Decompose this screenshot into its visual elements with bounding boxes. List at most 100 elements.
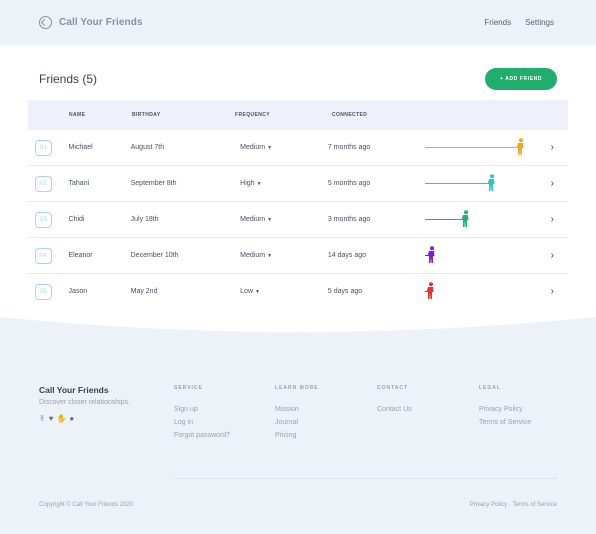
footer-heading: LEARN MORE xyxy=(275,385,319,391)
last-connected: 7 months ago xyxy=(327,144,371,151)
runner-icon xyxy=(461,209,469,227)
timeline-line xyxy=(425,182,491,184)
connection-timeline xyxy=(425,238,550,274)
friend-birthday: May 2nd xyxy=(130,288,158,295)
table-header: NAME BIRTHDAY FREQUENCY CONNECTED xyxy=(28,100,568,130)
footer-heading: CONTACT xyxy=(377,385,409,391)
frequency-dropdown[interactable]: Medium ▼ xyxy=(232,252,328,259)
friend-name: Eleanor xyxy=(68,252,93,259)
footer-link-journal[interactable]: Journal xyxy=(275,419,298,426)
panel-header: Friends (5) + ADD FRIEND xyxy=(39,67,557,91)
caret-down-icon: ▼ xyxy=(256,181,262,187)
copyright: Copyright © Call Your Friends 2020 xyxy=(39,502,134,508)
table-row[interactable]: 04 Eleanor December 10th Medium ▼ 14 days… xyxy=(28,238,568,274)
footer-link-pricing[interactable]: Pricing xyxy=(275,432,297,439)
runner-icon xyxy=(516,137,524,155)
table-row[interactable]: 01 Michael August 7th Medium ▼ 7 months a… xyxy=(28,130,568,166)
frequency-value: High xyxy=(240,180,255,187)
caret-down-icon: ▼ xyxy=(267,145,273,151)
row-index-badge: 05 xyxy=(35,283,52,300)
column-header-connected: CONNECTED xyxy=(332,112,368,118)
frequency-dropdown[interactable]: Low ▼ xyxy=(232,288,328,295)
footer-col-legal: LEGAL Privacy Policy Terms of Service xyxy=(479,385,531,432)
timeline-line xyxy=(425,254,431,256)
connection-timeline xyxy=(425,130,550,166)
row-index-badge: 03 xyxy=(35,211,52,228)
friend-birthday: July 18th xyxy=(130,216,159,223)
chevron-right-icon[interactable]: › xyxy=(550,286,555,297)
handshake-icon: ✋ xyxy=(56,414,67,423)
timeline-line xyxy=(425,146,520,148)
friends-panel: Friends (5) + ADD FRIEND NAME BIRTHDAY F… xyxy=(0,45,596,317)
frequency-value: Medium xyxy=(240,252,266,259)
column-header-frequency: FREQUENCY xyxy=(235,112,270,118)
main-nav: Friends Settings xyxy=(484,18,554,27)
footer-col-contact: CONTACT Contact Us xyxy=(377,385,412,419)
footer-col-service: SERVICE Sign up Log in Forgot password? xyxy=(174,385,230,445)
top-header: Call Your Friends Friends Settings xyxy=(0,0,596,45)
connection-timeline xyxy=(425,202,550,238)
hug-icon: ● xyxy=(69,414,75,423)
table-body: 01 Michael August 7th Medium ▼ 7 months a… xyxy=(28,130,568,310)
footer-link-privacy-policy[interactable]: Privacy Policy xyxy=(479,406,523,413)
frequency-value: Low xyxy=(240,288,253,295)
footer-legal-links[interactable]: Privacy Policy · Terms of Service xyxy=(469,502,557,508)
frequency-dropdown[interactable]: Medium ▼ xyxy=(232,216,328,223)
column-header-name: NAME xyxy=(69,112,86,118)
heart-icon: ♥ xyxy=(48,414,54,423)
table-row[interactable]: 02 Tahani September 8th High ▼ 5 months a… xyxy=(28,166,568,202)
friend-birthday: December 10th xyxy=(130,252,179,259)
friend-name: Jason xyxy=(68,288,88,295)
last-connected: 3 months ago xyxy=(327,216,371,223)
runner-icon xyxy=(426,281,434,299)
friend-name: Tahani xyxy=(68,180,90,187)
frequency-dropdown[interactable]: High ▼ xyxy=(232,180,328,187)
footer-heading: LEGAL xyxy=(479,385,501,391)
brand-name: Call Your Friends xyxy=(59,17,143,28)
footer-brand: Call Your Friends Discover closer relati… xyxy=(39,385,130,423)
last-connected: 5 days ago xyxy=(327,288,363,295)
friend-birthday: August 7th xyxy=(130,144,165,151)
wave-divider xyxy=(0,302,596,332)
connection-timeline xyxy=(425,166,550,202)
timeline-line xyxy=(425,290,428,292)
phone-logo-icon xyxy=(39,16,52,29)
footer-link-forgot-password[interactable]: Forgot password? xyxy=(174,432,231,439)
footer-link-signup[interactable]: Sign up xyxy=(174,406,198,413)
footer-brand-title: Call Your Friends xyxy=(39,385,109,395)
row-index-badge: 04 xyxy=(35,247,52,264)
add-friend-button[interactable]: + ADD FRIEND xyxy=(485,68,557,90)
friend-name: Michael xyxy=(68,144,93,151)
footer-link-contact-us[interactable]: Contact Us xyxy=(377,406,412,413)
runner-icon xyxy=(427,245,435,263)
chevron-right-icon[interactable]: › xyxy=(550,250,555,261)
brand[interactable]: Call Your Friends xyxy=(39,16,143,29)
chevron-right-icon[interactable]: › xyxy=(550,142,555,153)
frequency-value: Medium xyxy=(240,144,266,151)
timeline-line xyxy=(425,218,465,220)
nav-settings[interactable]: Settings xyxy=(525,18,554,27)
row-index-badge: 02 xyxy=(35,175,52,192)
footer-link-mission[interactable]: Mission xyxy=(275,406,299,413)
runner-icon xyxy=(487,173,495,191)
friends-table: NAME BIRTHDAY FREQUENCY CONNECTED 01 Mic… xyxy=(28,100,568,310)
last-connected: 5 months ago xyxy=(327,180,371,187)
footer-link-login[interactable]: Log in xyxy=(174,419,194,426)
footer-link-terms[interactable]: Terms of Service xyxy=(479,419,532,426)
footer-heading: SERVICE xyxy=(174,385,203,391)
footer-brand-subtitle: Discover closer relationships. xyxy=(39,399,131,406)
row-index-badge: 01 xyxy=(35,139,52,156)
caret-down-icon: ▼ xyxy=(267,253,273,259)
nav-friends[interactable]: Friends xyxy=(484,18,512,27)
chevron-right-icon[interactable]: › xyxy=(550,214,555,225)
table-row[interactable]: 03 Chidi July 18th Medium ▼ 3 months ago … xyxy=(28,202,568,238)
caret-down-icon: ▼ xyxy=(267,217,273,223)
peace-hand-icon: ✌ xyxy=(39,414,46,423)
connection-timeline xyxy=(425,274,550,310)
frequency-dropdown[interactable]: Medium ▼ xyxy=(232,144,328,151)
last-connected: 14 days ago xyxy=(327,252,367,259)
chevron-right-icon[interactable]: › xyxy=(550,178,555,189)
column-header-birthday: BIRTHDAY xyxy=(132,112,161,118)
footer-icons: ✌ ♥ ✋ ● xyxy=(39,414,130,423)
frequency-value: Medium xyxy=(240,216,266,223)
